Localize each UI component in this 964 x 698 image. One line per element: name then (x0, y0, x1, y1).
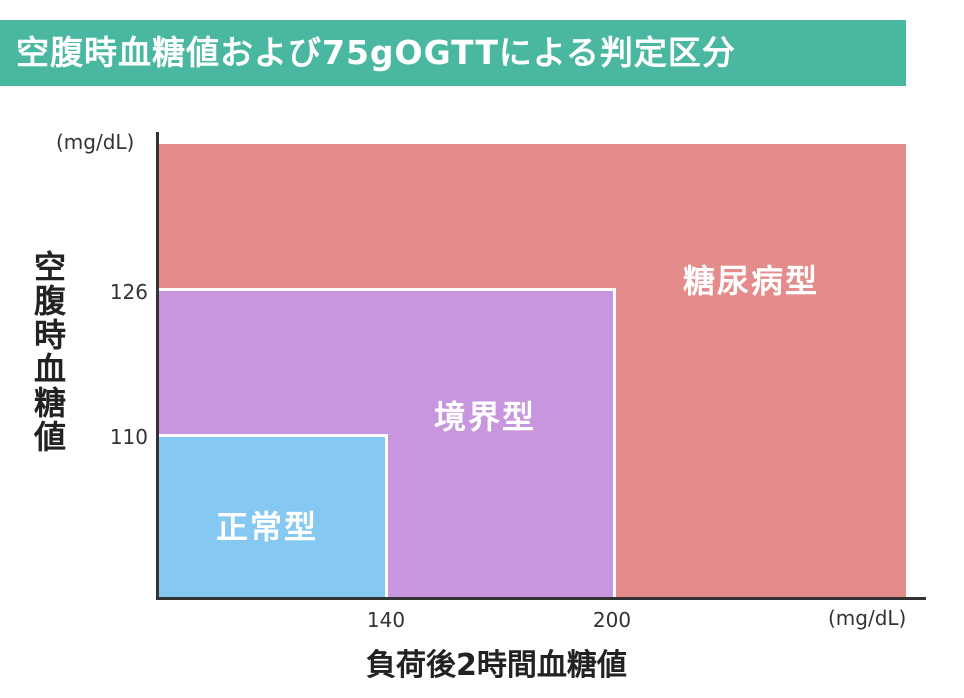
region-label-borderline: 境界型 (434, 398, 537, 436)
y-axis-line (156, 132, 159, 600)
x-axis-line (156, 597, 926, 600)
x-tick-140: 140 (366, 608, 406, 632)
region-label-normal: 正常型 (216, 508, 319, 546)
y-tick-110: 110 (109, 425, 148, 449)
region-label-diabetic: 糖尿病型 (683, 262, 820, 300)
y-axis-unit: (mg/dL) (56, 130, 135, 154)
x-tick-200: 200 (592, 608, 632, 632)
y-tick-126: 126 (109, 280, 148, 304)
y-axis-label: 空腹時血糖値 (29, 250, 67, 454)
page-title: 空腹時血糖値および75gOGTTによる判定区分 (0, 20, 906, 86)
x-axis-label: 負荷後2時間血糖値 (366, 648, 627, 683)
region-normal (158, 434, 388, 599)
x-axis-unit: (mg/dL) (828, 606, 907, 630)
